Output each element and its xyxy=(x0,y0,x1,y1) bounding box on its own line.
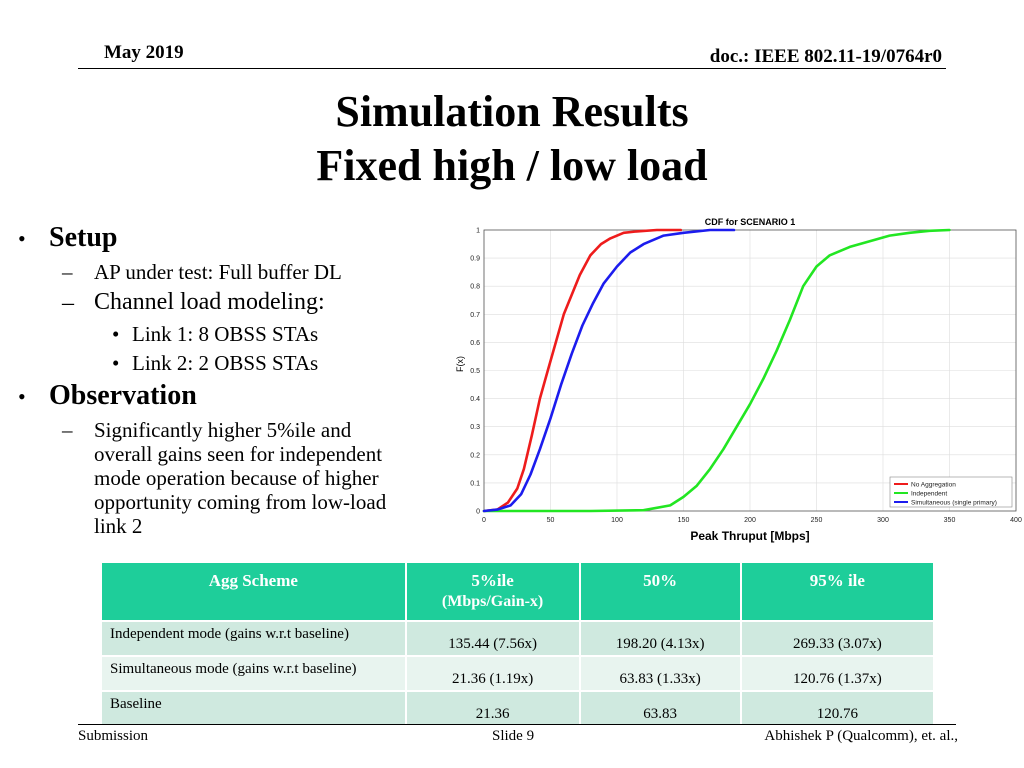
slide-title: Simulation Results xyxy=(335,87,689,136)
setup-sub-item-text: Link 1: 8 OBSS STAs xyxy=(132,322,319,346)
y-tick-label: 0.7 xyxy=(470,312,480,319)
table-cell: Simultaneous mode (gains w.r.t baseline) xyxy=(100,655,407,692)
table-cell: 120.76 xyxy=(739,690,936,727)
x-tick-label: 200 xyxy=(744,517,756,524)
x-tick-label: 50 xyxy=(547,517,555,524)
chart-x-axis-label: Peak Thruput [Mbps] xyxy=(690,529,809,543)
header-agg-scheme: Agg Scheme xyxy=(100,561,407,622)
footer-submission: Submission xyxy=(78,728,149,744)
chart-ticks: 0 50 100 150 200 250 300 350 400 0 0.1 0.2 0.3 0.4 0.5… xyxy=(470,228,1022,525)
setup-sub-item-text: Link 2: 2 OBSS STAs xyxy=(132,351,319,375)
table-cell: 198.20 (4.13x) xyxy=(578,620,742,657)
bullet-dash: – xyxy=(62,260,73,284)
bullet-dot: • xyxy=(112,322,120,346)
legend-box xyxy=(889,476,1013,508)
header-50: 50% xyxy=(578,561,742,622)
table-cell: 21.36 (1.19x) xyxy=(404,655,581,692)
y-tick-label: 0.8 xyxy=(470,284,480,291)
y-tick-label: 0 xyxy=(476,509,480,516)
chart-legend: No Aggregation Independent Simultaneous (s… xyxy=(889,476,1013,508)
chart-series xyxy=(482,228,951,513)
legend-label: Simultaneous (single primary) xyxy=(911,500,997,507)
y-tick-label: 1 xyxy=(476,228,480,235)
cdf-chart: 0 50 100 150 200 250 300 350 400 0 0.1 0.2 0.3 0.4 0.5… xyxy=(450,212,1024,547)
chart-y-axis-label: F(x) xyxy=(455,356,465,372)
x-tick-label: 300 xyxy=(877,517,889,524)
table-cell: 63.83 (1.33x) xyxy=(578,655,742,692)
x-tick-label: 0 xyxy=(482,517,486,524)
footer-slide-number: Slide 9 xyxy=(492,728,535,744)
observation-text: Significantly higher 5%ile and overall g… xyxy=(94,418,454,538)
series-line xyxy=(482,228,736,513)
table-cell: 63.83 xyxy=(578,690,742,727)
slide-subtitle: Fixed high / low load xyxy=(316,141,708,190)
footer-divider xyxy=(78,724,956,725)
table-cell: 135.44 (7.56x) xyxy=(404,620,581,657)
table-cell: Baseline xyxy=(100,690,407,727)
table-row: Simultaneous mode (gains w.r.t baseline)… xyxy=(100,655,936,692)
x-tick-label: 150 xyxy=(678,517,690,524)
series-line xyxy=(482,228,683,513)
setup-item-text: AP under test: Full buffer DL xyxy=(94,260,342,284)
y-tick-label: 0.9 xyxy=(470,256,480,263)
y-tick-label: 0.5 xyxy=(470,368,480,375)
table-cell: Independent mode (gains w.r.t baseline) xyxy=(100,620,407,657)
header-5ile-label: 5%ile xyxy=(471,571,514,590)
y-tick-label: 0.2 xyxy=(470,452,480,459)
table-cell: 120.76 (1.37x) xyxy=(739,655,936,692)
x-tick-label: 250 xyxy=(811,517,823,524)
table-cell: 21.36 xyxy=(404,690,581,727)
bullet-dot: • xyxy=(112,351,120,375)
observation-line: Significantly higher 5%ile and xyxy=(94,418,352,442)
y-tick-label: 0.6 xyxy=(470,340,480,347)
table-row: Baseline 21.36 63.83 120.76 xyxy=(100,690,936,727)
table-cell: 269.33 (3.07x) xyxy=(739,620,936,657)
bullet-dot: • xyxy=(18,226,26,251)
bullet-setup-heading: Setup xyxy=(49,222,118,253)
x-tick-label: 400 xyxy=(1010,517,1022,524)
x-tick-label: 350 xyxy=(944,517,956,524)
results-table: Agg Scheme 5%ile (Mbps/Gain-x) 50% 95% i… xyxy=(100,561,936,727)
y-tick-label: 0.4 xyxy=(470,396,480,403)
observation-line: mode operation because of higher xyxy=(94,466,379,490)
setup-item-text: Channel load modeling: xyxy=(94,289,325,315)
footer-author: Abhishek P (Qualcomm), et. al., xyxy=(764,728,958,744)
table-row: Independent mode (gains w.r.t baseline) … xyxy=(100,620,936,657)
header-divider xyxy=(78,68,946,69)
bullet-dash: – xyxy=(62,418,73,442)
header-doc-id: doc.: IEEE 802.11-19/0764r0 xyxy=(709,46,942,67)
observation-line: link 2 xyxy=(94,514,143,538)
observation-line: opportunity coming from low-load xyxy=(94,490,387,514)
legend-label: Independent xyxy=(911,491,947,498)
y-tick-label: 0.3 xyxy=(470,424,480,431)
bullet-observation-heading: Observation xyxy=(49,380,197,411)
series-line xyxy=(482,228,951,513)
chart-title: CDF for SCENARIO 1 xyxy=(705,217,796,227)
header-date: May 2019 xyxy=(104,42,184,63)
y-tick-label: 0.1 xyxy=(470,480,480,487)
header-5ile: 5%ile (Mbps/Gain-x) xyxy=(404,561,581,622)
table-header-row: Agg Scheme 5%ile (Mbps/Gain-x) 50% 95% i… xyxy=(100,561,936,622)
header-5ile-units: (Mbps/Gain-x) xyxy=(441,593,544,610)
observation-line: overall gains seen for independent xyxy=(94,442,383,466)
header-95ile: 95% ile xyxy=(739,561,936,622)
x-tick-label: 100 xyxy=(611,517,623,524)
plot-frame xyxy=(483,229,1017,512)
bullet-dot: • xyxy=(18,384,26,409)
bullet-dash: – xyxy=(62,290,74,316)
legend-label: No Aggregation xyxy=(911,482,956,489)
